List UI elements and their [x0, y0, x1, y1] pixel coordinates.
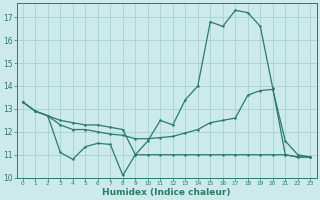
- X-axis label: Humidex (Indice chaleur): Humidex (Indice chaleur): [102, 188, 231, 197]
